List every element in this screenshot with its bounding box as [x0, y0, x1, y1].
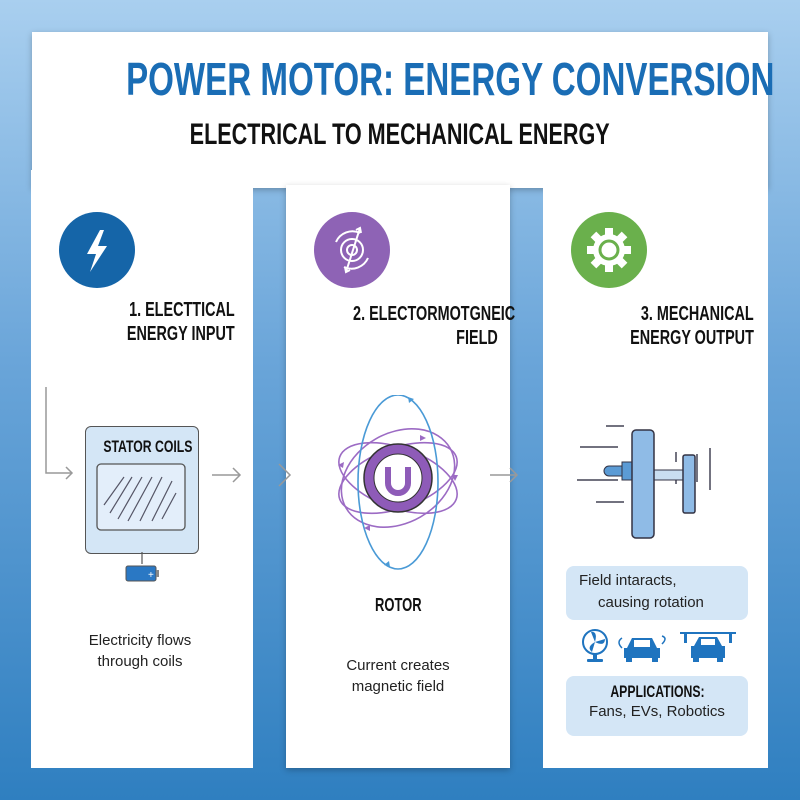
applications-list: Fans, EVs, Robotics [589, 703, 725, 720]
page-subtitle: ELECTRICAL TO MECHANICAL ENERGY [189, 118, 611, 151]
electric-car-icon [618, 635, 666, 662]
step-2-heading-line1: 2. ELECTORMOTGNEIC [353, 303, 516, 325]
lightning-bolt-icon [59, 212, 135, 288]
robotic-car-icon [680, 632, 736, 662]
step-1-heading-line1: 1. ELECTTICAL [129, 299, 235, 321]
note-line1: Field intaracts, [579, 572, 677, 589]
page-title: POWER MOTOR: ENERGY CONVERSION [126, 53, 775, 105]
step-1-description-line1: Electricity flows [88, 632, 192, 649]
flow-arrows [45, 387, 519, 487]
step-1-description-line2: through coils [97, 653, 183, 670]
step-2-description-line2: magnetic field [351, 678, 445, 695]
rotating-shaft-icon [577, 425, 711, 539]
note-line2: causing rotation [598, 594, 704, 611]
rotation-note-box: Field intaracts, causing rotation [566, 566, 748, 620]
fan-icon [582, 629, 608, 662]
gear-icon [571, 212, 647, 288]
applications-box: APPLICATIONS: Fans, EVs, Robotics [566, 676, 748, 736]
electromagnetic-field-diagram [338, 395, 458, 570]
step-1-heading-line2: ENERGY INPUT [127, 323, 235, 345]
step-2-heading-line2: FIELD [456, 327, 498, 349]
step-3-heading-line1: 3. MECHANICAL [641, 303, 754, 325]
stator-label: STATOR COILS [103, 437, 193, 456]
svg-text:+: + [148, 570, 154, 581]
applications-title: APPLICATIONS: [609, 682, 705, 701]
step-2-description-line1: Current creates [346, 657, 450, 674]
coil-icon [96, 463, 186, 531]
application-icons [582, 629, 736, 662]
step-3-heading-line2: ENERGY OUTPUT [630, 327, 754, 349]
rotor-label: ROTOR [374, 595, 422, 615]
battery-icon: + [125, 552, 159, 582]
stator-coils-diagram: STATOR COILS [85, 426, 199, 554]
magnet-icon [385, 467, 411, 496]
header-panel [32, 32, 768, 188]
magnetic-field-icon [314, 212, 390, 288]
